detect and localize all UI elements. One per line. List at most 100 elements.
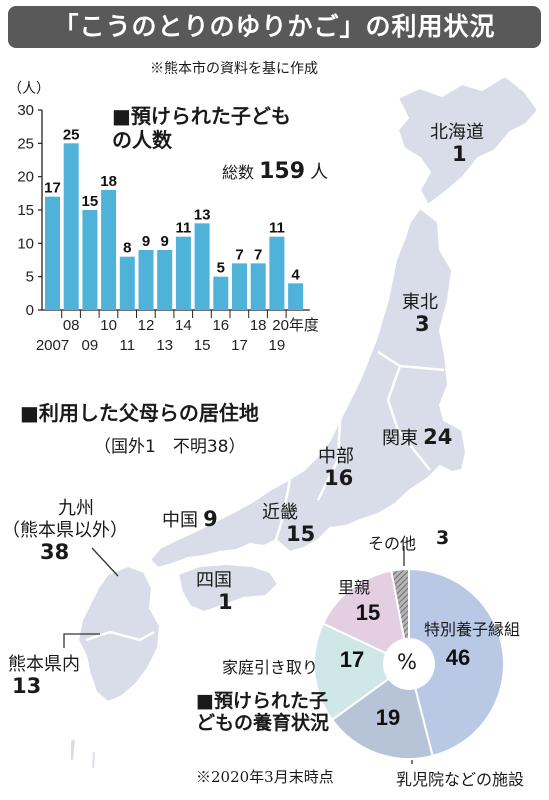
bar-value-label: 18 — [100, 173, 117, 190]
source-note: ※熊本市の資料を基に作成 — [150, 61, 318, 77]
pie-label-tokubetsu: 特別養子縁組 — [424, 620, 521, 639]
bar-x-tick-label: 08 — [63, 317, 80, 334]
bar-total: 総数 159 人 — [222, 158, 328, 184]
bar-value-label: 17 — [44, 180, 61, 197]
bar — [269, 236, 285, 310]
bar-value-label: 11 — [269, 220, 285, 237]
region-name-kinki: 近畿 — [262, 502, 298, 523]
bar-y-tick-label: 15 — [17, 202, 34, 219]
bar — [250, 263, 266, 310]
bar-ylabel: （人） — [8, 81, 50, 97]
bar-value-label: 13 — [194, 206, 211, 223]
region-name-tohoku: 東北 — [402, 292, 438, 313]
bar-value-label: 9 — [142, 233, 150, 250]
bar-series — [45, 143, 304, 310]
pie-note: ※2020年3月末時点 — [196, 768, 334, 786]
region-label-kanto: 関東 24 — [382, 424, 452, 450]
bar-axes: 0 5 10 15 20 25 30 — [17, 102, 310, 319]
pie-label-satooya: 里親 — [338, 578, 371, 597]
bar-value-label: 7 — [235, 246, 243, 263]
pie-hole — [384, 639, 434, 689]
bar-y-tick-label: 20 — [17, 169, 34, 186]
bar-value-label: 15 — [82, 193, 99, 210]
hokkaido-shape — [397, 75, 539, 206]
bar-x-tick-label: 16 — [212, 317, 229, 334]
region-value-kanto: 24 — [423, 425, 453, 449]
bar-y-tick-label: 5 — [26, 269, 34, 286]
pie-slice — [321, 569, 406, 655]
bar-value-label: 7 — [254, 246, 262, 263]
border-chubu-kinki — [316, 419, 342, 501]
bar-x-tick-label: 10 — [100, 317, 117, 334]
region-value-hokkaido: 1 — [452, 142, 467, 166]
bar-x-tick-label: 13 — [156, 337, 173, 354]
bar — [63, 143, 79, 310]
bar-x-tick-label: 12 — [138, 317, 155, 334]
bar-y-tick-label: 30 — [17, 102, 34, 119]
region-name-chubu: 中部 — [318, 446, 354, 467]
pie-value-label: 19 — [376, 705, 400, 730]
bar — [194, 223, 210, 310]
pie-value-label: 15 — [356, 600, 380, 625]
pie-value-other: 3 — [436, 527, 450, 549]
bar — [288, 283, 304, 310]
bar-x-tick-label: 09 — [82, 337, 99, 354]
border-kumamoto — [85, 630, 155, 642]
bar-y-tick-label: 25 — [17, 135, 34, 152]
bar — [138, 250, 154, 310]
region-name-hokkaido: 北海道 — [430, 122, 484, 143]
bar-x-tick-label: 11 — [120, 337, 136, 354]
bar-total-value: 159 — [259, 159, 306, 184]
bar — [232, 263, 247, 310]
bar-x-tick-label: 17 — [231, 337, 248, 354]
region-name-kumamoto: 熊本県内 — [8, 654, 80, 675]
bar-value-label: 9 — [161, 233, 169, 250]
bar-x-tick-label: 15 — [194, 337, 211, 354]
pie-label-other: その他 — [368, 534, 417, 553]
pie-value-label: 17 — [340, 647, 364, 672]
region-value-kyushu: 38 — [40, 540, 70, 564]
bar-value-label: 4 — [291, 266, 300, 283]
region-value-chugoku: 9 — [203, 507, 218, 531]
pie-value-label: 46 — [446, 645, 470, 670]
bar-x-tick-label: 2007 — [36, 337, 69, 354]
bar-total-unit: 人 — [310, 162, 329, 183]
bar-x-tick-label: 19 — [269, 337, 286, 354]
bar-value-label: 5 — [217, 260, 225, 277]
region-value-tohoku: 3 — [415, 312, 430, 336]
region-name-chugoku: 中国 — [162, 510, 198, 531]
region-name-shikoku: 四国 — [196, 570, 232, 591]
pie-label-katei: 家庭引き取り — [222, 658, 319, 677]
pie-center-label: % — [397, 650, 417, 674]
bar-x-tick-label: 20年度 — [272, 317, 319, 334]
bar-x-tick-label: 14 — [175, 317, 192, 334]
region-label-chugoku: 中国 9 — [162, 506, 218, 532]
bar-value-label: 8 — [123, 240, 131, 257]
bar-total-label: 総数 — [222, 163, 255, 182]
bar — [101, 190, 117, 310]
region-name-kyushu: 九州 — [58, 498, 94, 519]
bar-y-tick-label: 0 — [26, 302, 34, 319]
bar — [175, 236, 191, 310]
bar — [119, 256, 135, 310]
bar-y-tick-label: 10 — [17, 235, 34, 252]
honshu-shape — [149, 207, 467, 569]
pie-label-nyujiin: 乳児院などの施設 — [396, 770, 525, 789]
bar-value-label: 11 — [175, 220, 191, 237]
region-value-chubu: 16 — [324, 466, 354, 490]
border-kinki-chugoku — [274, 479, 292, 541]
bar — [213, 276, 229, 310]
bar-value-label: 25 — [63, 126, 80, 143]
residence-subtitle: （国外1 不明38） — [94, 437, 246, 457]
residence-title: ■利用した父母らの居住地 — [20, 401, 259, 425]
bar — [45, 196, 60, 310]
leader-kyushu — [91, 547, 119, 577]
region-value-kinki: 15 — [286, 522, 316, 546]
pie-title: ■預けられた子どもの養育状況 — [196, 690, 330, 734]
region-value-shikoku: 1 — [218, 590, 233, 614]
leader-kumamoto — [63, 633, 100, 648]
region-name-kanto: 関東 — [382, 428, 418, 449]
